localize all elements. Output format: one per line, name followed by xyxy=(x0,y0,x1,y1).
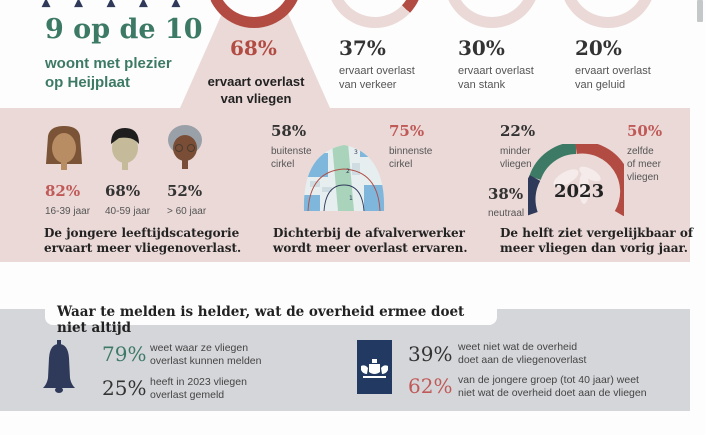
label-stank: ervaart overlast van stank xyxy=(458,64,534,92)
bell-icon xyxy=(43,340,75,393)
label-less-2: vliegen xyxy=(500,159,532,170)
label-vliegen-2: van vliegen xyxy=(220,91,292,106)
label-jongere-groep: van de jongere groep (tot 40 jaar) weet … xyxy=(458,374,647,400)
label-weet-waar-melden: weet waar ze vliegen overlast kunnen mel… xyxy=(150,342,262,368)
label-stank-2: van stank xyxy=(458,79,506,91)
donut-geluid xyxy=(560,0,656,28)
pct-age-40-59: 68% xyxy=(105,182,141,200)
pct-inner-circle: 75% xyxy=(389,122,425,140)
label-outer-circle: buitenste cirkel xyxy=(271,145,312,171)
label-gemeld-2: overlast gemeld xyxy=(150,389,225,401)
pct-geluid: 20% xyxy=(575,36,622,60)
label-verkeer-2: van verkeer xyxy=(339,79,397,91)
label-gemeld: heeft in 2023 vliegen overlast gemeld xyxy=(150,376,247,402)
label-weet-waar-2: overlast kunnen melden xyxy=(150,355,262,367)
melden-title: Waar te melden is helder, wat de overhei… xyxy=(45,296,497,336)
label-outer-1: buitenste xyxy=(271,146,312,157)
label-inner-2: cirkel xyxy=(389,159,413,170)
caption-trend-2: meer vliegen dan vorig jaar. xyxy=(500,241,688,255)
label-verkeer-1: ervaart overlast xyxy=(339,65,415,77)
label-gemeld-1: heeft in 2023 vliegen xyxy=(150,376,247,388)
label-less-1: minder xyxy=(500,146,531,157)
pct-jongere-groep: 62% xyxy=(408,374,453,398)
label-vliegen: ervaart overlast van vliegen xyxy=(202,73,310,107)
pct-neutral: 38% xyxy=(488,185,524,203)
label-weet-niet-1: weet niet wat de overheid xyxy=(458,341,578,353)
pct-weet-niet-overheid: 39% xyxy=(408,342,453,366)
label-geluid-1: ervaart overlast xyxy=(575,65,651,77)
label-geluid-2: van geluid xyxy=(575,79,626,91)
gauge-year: 2023 xyxy=(554,181,605,202)
donut-verkeer xyxy=(327,0,423,28)
label-age-40-59: 40-59 jaar xyxy=(105,206,151,217)
label-more-2: of meer xyxy=(627,159,661,170)
caption-age: De jongere leeftijdscategorie ervaart me… xyxy=(44,226,241,256)
pct-age-16-39: 82% xyxy=(45,182,81,200)
subline-1: woont met plezier xyxy=(45,55,172,72)
gauge-2023 xyxy=(528,144,624,216)
map-afvalverwerker: 3 2 1 xyxy=(303,145,385,211)
donut-stank xyxy=(444,0,540,28)
pct-more-flies: 50% xyxy=(627,122,663,140)
label-verkeer: ervaart overlast van verkeer xyxy=(339,64,415,92)
label-vliegen-1: ervaart overlast xyxy=(207,74,305,89)
label-outer-2: cirkel xyxy=(271,159,295,170)
face-middle-aged-icon xyxy=(111,128,139,170)
pct-verkeer: 37% xyxy=(339,36,386,60)
label-weet-niet-2: doet aan de vliegenoverlast xyxy=(458,354,587,366)
rijksoverheid-logo-icon xyxy=(357,340,392,394)
headline-subtext: woont met plezier op Heijplaat xyxy=(45,54,172,92)
svg-text:1: 1 xyxy=(349,195,353,202)
caption-trend-1: De helft ziet vergelijkbaar of xyxy=(500,226,694,240)
caption-map-2: wordt meer overlast ervaren. xyxy=(273,241,468,255)
people-icons-row: ▴ ▴ ▴ ▴ ▴ xyxy=(42,0,190,11)
caption-trend: De helft ziet vergelijkbaar of meer vlie… xyxy=(500,226,693,256)
face-senior-icon xyxy=(168,125,202,169)
label-neutral: neutraal xyxy=(488,208,525,219)
label-more-1: zelfde xyxy=(627,146,654,157)
pct-vliegen: 68% xyxy=(230,36,277,60)
label-jongere-1: van de jongere groep (tot 40 jaar) weet xyxy=(458,374,639,386)
label-geluid: ervaart overlast van geluid xyxy=(575,64,651,92)
pct-gemeld: 25% xyxy=(102,376,147,400)
caption-age-2: ervaart meer vliegenoverlast. xyxy=(44,241,242,255)
label-stank-1: ervaart overlast xyxy=(458,65,534,77)
headline-9-op-10: 9 op de 10 xyxy=(45,14,203,45)
subline-2: op Heijplaat xyxy=(45,74,131,91)
label-more-flies: zelfde of meer vliegen xyxy=(627,145,661,184)
label-inner-1: binnenste xyxy=(389,146,433,157)
label-age-16-39: 16-39 jaar xyxy=(45,206,91,217)
face-young-woman-icon xyxy=(46,126,82,170)
pct-stank: 30% xyxy=(458,36,505,60)
scrollbar-thumb[interactable] xyxy=(697,0,703,22)
pct-outer-circle: 58% xyxy=(271,122,307,140)
pct-less-flies: 22% xyxy=(500,122,536,140)
label-jongere-2: niet wat de overheid doet aan de vliegen xyxy=(458,387,647,399)
pct-weet-waar-melden: 79% xyxy=(102,342,147,366)
label-more-3: vliegen xyxy=(627,172,659,183)
label-age-60-plus: > 60 jaar xyxy=(167,206,207,217)
melden-panel xyxy=(0,309,690,411)
caption-age-1: De jongere leeftijdscategorie xyxy=(44,226,240,240)
label-weet-waar-1: weet waar ze vliegen xyxy=(150,342,249,354)
label-inner-circle: binnenste cirkel xyxy=(389,145,432,171)
svg-text:3: 3 xyxy=(354,149,358,156)
label-weet-niet-overheid: weet niet wat de overheid doet aan de vl… xyxy=(458,341,586,367)
svg-text:2: 2 xyxy=(346,168,350,175)
caption-map-1: Dichterbij de afvalverwerker xyxy=(273,226,465,240)
caption-map: Dichterbij de afvalverwerker wordt meer … xyxy=(273,226,468,256)
pct-age-60-plus: 52% xyxy=(167,182,203,200)
label-less-flies: minder vliegen xyxy=(500,145,532,171)
fly-silhouette-icon xyxy=(553,166,601,204)
